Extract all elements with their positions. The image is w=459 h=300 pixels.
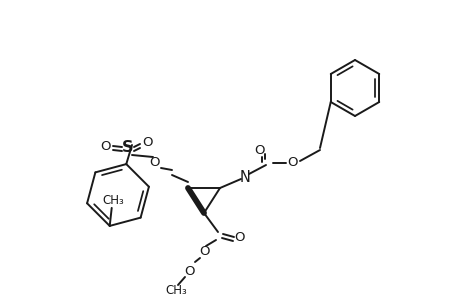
Text: N: N (239, 169, 250, 184)
Text: CH₃: CH₃ (165, 284, 186, 298)
Text: O: O (287, 157, 297, 169)
Text: O: O (199, 245, 210, 259)
Text: O: O (101, 140, 111, 152)
Text: O: O (254, 143, 265, 157)
Text: O: O (142, 136, 153, 149)
Text: O: O (185, 266, 195, 278)
Text: CH₃: CH₃ (103, 194, 124, 207)
Text: O: O (234, 232, 245, 244)
Text: S: S (122, 140, 134, 155)
Text: O: O (150, 157, 160, 169)
